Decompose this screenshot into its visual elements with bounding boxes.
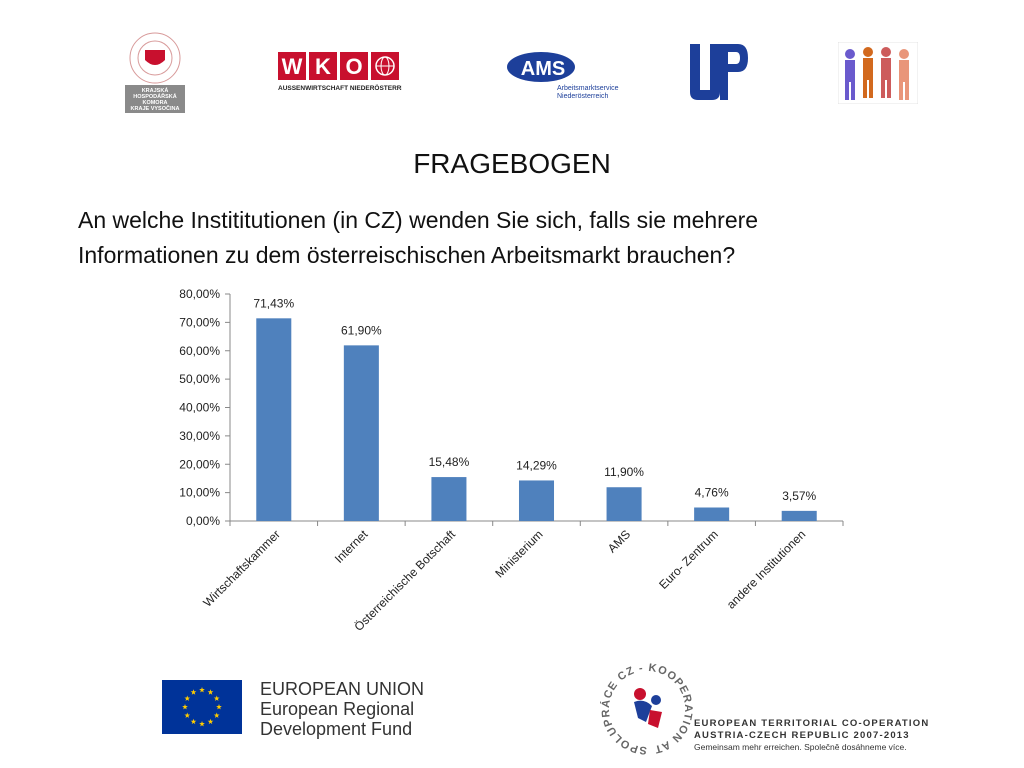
- star-icon: [207, 689, 214, 695]
- data-label: 71,43%: [253, 296, 294, 310]
- y-tick-label: 50,00%: [179, 372, 220, 386]
- person-icon: [881, 47, 891, 98]
- person-icon: [899, 49, 909, 100]
- chart-labels: 71,43% Wirtschaftskammer 61,90% Internet 15,…: [200, 296, 816, 633]
- ams-text: AMS: [521, 58, 565, 80]
- category-label: andere Institutionen: [724, 527, 808, 611]
- etc-line-1: EUROPEAN TERRITORIAL CO-OPERATION: [694, 718, 930, 729]
- category-label: Ministerium: [492, 527, 545, 580]
- kh-label-4: KRAJE VYSOČINA: [131, 105, 180, 112]
- y-tick-label: 0,00%: [186, 514, 220, 528]
- star-icon: [207, 718, 214, 725]
- runner-icon: [634, 688, 662, 728]
- eu-flag: [162, 680, 242, 734]
- data-label: 61,90%: [341, 323, 382, 337]
- person-icon: [845, 49, 855, 100]
- shield-icon: [145, 50, 165, 65]
- cz-at-cooperation-logo: SPOLUPRÁCE CZ - KOOPERATION AT -: [600, 662, 693, 756]
- category-label: Österreichische Botschaft: [351, 527, 458, 634]
- hk-vysocina-logo: KRAJSKÁ HOSPODÁŘSKÁ KOMORA KRAJE VYSOČIN…: [125, 32, 185, 113]
- question-line-1: An welche Instititutionen (in CZ) wenden…: [78, 207, 759, 233]
- up-logo: [690, 44, 748, 100]
- bar: [256, 318, 292, 521]
- etc-line-2: AUSTRIA-CZECH REPUBLIC 2007-2013: [694, 730, 910, 741]
- wko-letter-k: K: [315, 54, 331, 79]
- ams-subtitle-2: Niederösterreich: [557, 93, 608, 100]
- bar: [518, 480, 555, 521]
- star-icon: [182, 704, 188, 710]
- question-line-2: Informationen zu dem österreischischen A…: [78, 242, 736, 268]
- question-text: An welche Instititutionen (in CZ) wenden…: [78, 203, 958, 273]
- wko-letter-w: W: [282, 54, 303, 79]
- star-icon: [216, 704, 222, 710]
- data-label: 14,29%: [516, 458, 557, 472]
- star-icon: [190, 689, 197, 695]
- wko-letter-o: O: [345, 54, 362, 79]
- category-label: Euro- Zentrum: [656, 527, 721, 592]
- chart-bars: [256, 318, 817, 521]
- star-icon: [199, 687, 205, 693]
- eu-line-3: Development Fund: [260, 719, 413, 739]
- eu-line-2: European Regional: [260, 699, 415, 719]
- y-tick-label: 10,00%: [179, 486, 220, 500]
- y-tick-label: 80,00%: [179, 287, 220, 301]
- ams-logo: AMS Arbeitsmarktservice Niederösterreich: [507, 52, 619, 100]
- people-logo: [838, 42, 918, 104]
- etc-line-3: Gemeinsam mehr erreichen. Společně dosáh…: [694, 742, 907, 752]
- bar: [694, 507, 730, 521]
- data-label: 15,48%: [429, 455, 470, 469]
- data-label: 3,57%: [782, 489, 816, 503]
- bar: [781, 510, 817, 521]
- star-icon: [190, 718, 197, 725]
- star-icon: [184, 712, 191, 718]
- y-tick-label: 20,00%: [179, 457, 220, 471]
- star-icon: [213, 695, 220, 701]
- ams-subtitle-1: Arbeitsmarktservice: [557, 85, 619, 92]
- slide-title: FRAGEBOGEN: [413, 148, 611, 179]
- star-icon: [184, 695, 191, 701]
- globe-icon: [375, 56, 395, 76]
- star-icon-ring: [182, 687, 222, 727]
- eu-line-1: EUROPEAN UNION: [260, 679, 425, 699]
- chart-axes: 0,00% 10,00% 20,00% 30,00% 40,00% 50,00% 60,00…: [179, 287, 844, 528]
- etc-text-block: EUROPEAN TERRITORIAL CO-OPERATION AUSTRI…: [694, 718, 929, 753]
- data-label: 4,76%: [695, 485, 729, 499]
- star-icon: [213, 712, 220, 718]
- star-icon: [199, 721, 205, 727]
- data-label: 11,90%: [604, 465, 644, 479]
- kh-label-3: KOMORA: [142, 100, 167, 106]
- y-tick-label: 30,00%: [179, 429, 220, 443]
- wko-logo: W K O AUSSENWIRTSCHAFT NIEDERÖSTERREICH: [278, 52, 402, 92]
- category-label: Internet: [332, 527, 371, 566]
- wko-subtitle: AUSSENWIRTSCHAFT NIEDERÖSTERREICH: [278, 83, 402, 92]
- category-label: AMS: [605, 527, 633, 555]
- eu-text-block: EUROPEAN UNION European Regional Develop…: [260, 679, 424, 739]
- y-tick-label: 70,00%: [179, 315, 220, 329]
- y-tick-label: 40,00%: [179, 401, 220, 415]
- bar: [431, 477, 467, 521]
- category-label: Wirtschaftskammer: [200, 527, 283, 610]
- bar: [343, 345, 379, 521]
- y-tick-label: 60,00%: [179, 344, 220, 358]
- bar: [606, 487, 642, 521]
- kh-label-2: HOSPODÁŘSKÁ: [133, 92, 176, 100]
- person-icon: [863, 47, 873, 98]
- kh-label-1: KRAJSKÁ: [142, 87, 169, 94]
